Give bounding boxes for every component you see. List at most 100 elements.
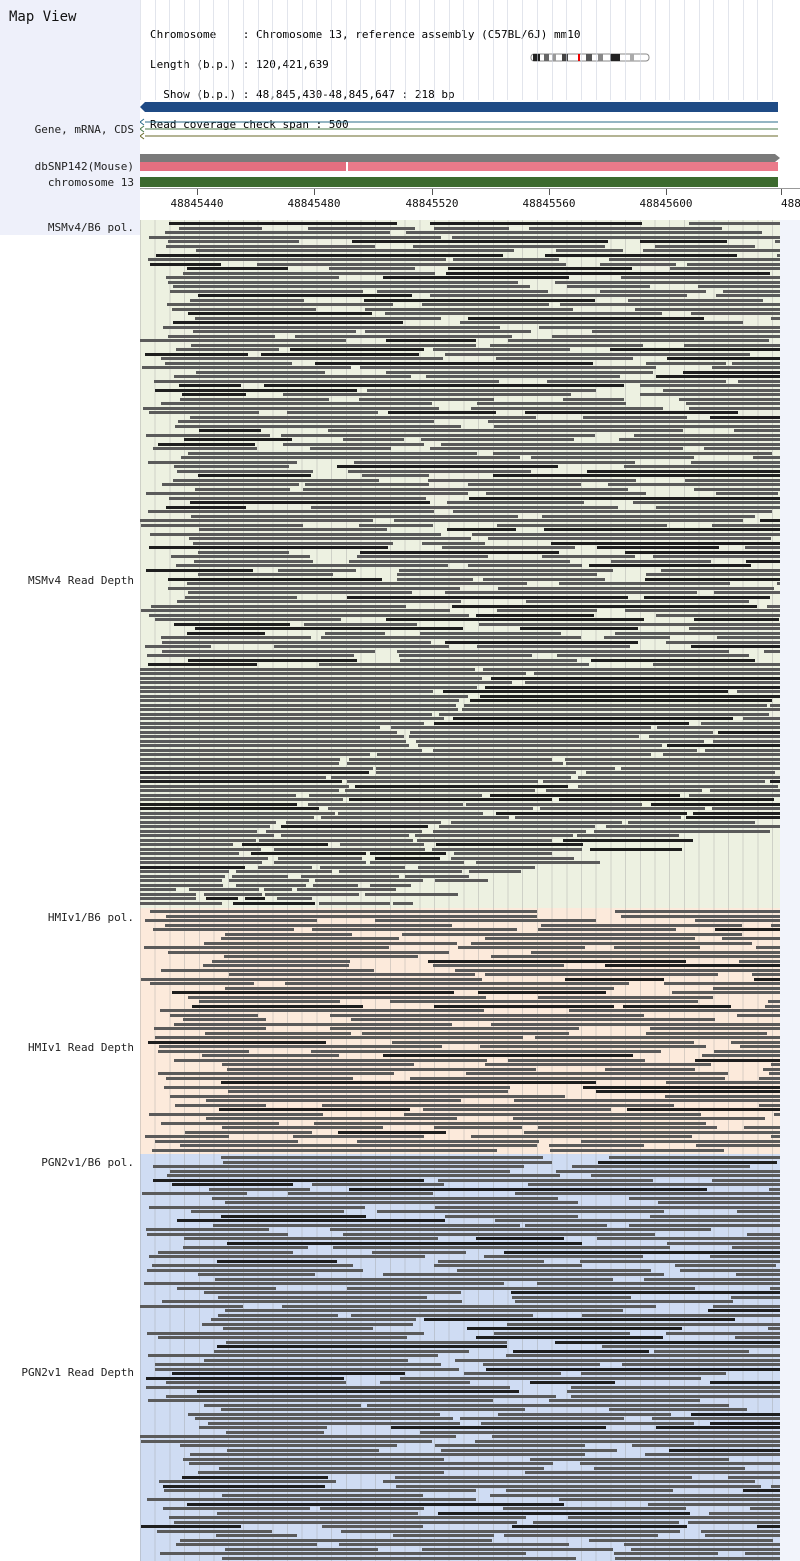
read-segment [528, 1183, 780, 1186]
read-segment [530, 1457, 729, 1461]
read-segment [441, 442, 780, 446]
read-segment [399, 654, 532, 657]
read-segment [140, 712, 432, 716]
read-segment [216, 1534, 297, 1537]
read-segment [542, 514, 755, 518]
read-segment [705, 748, 780, 752]
read-segment [183, 271, 435, 275]
read-segment [483, 667, 780, 671]
read-segment [770, 1286, 780, 1290]
read-segment [739, 959, 780, 963]
read-segment [490, 343, 643, 347]
read-segment [756, 946, 780, 949]
read-segment [330, 1013, 644, 1017]
grid-line [684, 0, 685, 100]
read-segment [376, 771, 576, 774]
read-segment [141, 1439, 432, 1443]
read-segment [140, 775, 326, 779]
read-segment [422, 541, 485, 545]
read-segment [198, 474, 311, 477]
read-segment [281, 433, 595, 437]
read-segment [451, 856, 574, 860]
read-segment [538, 995, 713, 999]
read-segment [479, 622, 780, 626]
read-segment [445, 640, 638, 644]
read-segment [172, 991, 454, 994]
read-segment [311, 505, 618, 509]
read-segment [180, 1444, 397, 1447]
read-segment [274, 847, 425, 851]
read-segment [197, 1390, 519, 1393]
read-segment [162, 649, 375, 653]
read-segment [194, 559, 313, 563]
hmiv1-right-margin [780, 908, 800, 1154]
read-segment [552, 334, 780, 338]
msmv4-read-panel[interactable] [140, 220, 780, 908]
read-segment [663, 753, 780, 756]
read-segment [145, 919, 317, 922]
read-segment [591, 1174, 780, 1177]
read-segment [328, 429, 683, 432]
read-segment [195, 1417, 453, 1420]
read-segment [737, 690, 780, 693]
read-segment [158, 1072, 394, 1075]
read-segment [655, 244, 755, 248]
hmiv1-read-panel[interactable] [140, 908, 780, 1154]
read-segment [357, 555, 488, 558]
read-segment [515, 816, 681, 819]
read-segment [228, 1090, 508, 1093]
read-segment [503, 1507, 686, 1510]
read-segment [184, 438, 292, 441]
read-segment [375, 856, 440, 860]
read-segment [264, 888, 292, 891]
read-segment [140, 816, 314, 819]
read-segment [666, 1331, 780, 1335]
read-segment [372, 1250, 466, 1254]
read-segment [696, 1144, 780, 1147]
read-segment [174, 1058, 487, 1062]
read-segment [763, 1067, 780, 1071]
read-segment [166, 244, 375, 248]
read-segment [514, 1099, 780, 1102]
read-segment [166, 505, 246, 509]
read-segment [648, 1502, 780, 1506]
read-segment [221, 1214, 366, 1218]
read-segment [436, 843, 583, 846]
grid-line [478, 0, 479, 100]
read-segment [156, 253, 503, 257]
read-segment [754, 977, 780, 981]
read-segment [609, 1156, 780, 1159]
read-segment [468, 564, 582, 567]
read-segment [343, 438, 404, 441]
read-segment [219, 1466, 544, 1470]
read-segment [198, 573, 333, 576]
read-segment [187, 1502, 564, 1506]
read-segment [494, 424, 780, 428]
tick-label: 4884564 [781, 197, 800, 210]
read-segment [172, 1372, 405, 1375]
read-segment [355, 784, 568, 788]
gene-track[interactable] [140, 100, 780, 140]
read-segment [217, 1259, 337, 1263]
read-segment [701, 721, 780, 725]
read-segment [513, 1349, 649, 1353]
snp-track[interactable] [140, 162, 780, 171]
read-segment [153, 928, 294, 931]
read-segment [760, 519, 780, 522]
read-segment [492, 1435, 780, 1438]
read-segment [691, 1412, 780, 1416]
read-segment [195, 627, 463, 630]
read-segment [731, 1040, 780, 1044]
read-segment [710, 1381, 780, 1384]
chromosome-ideogram[interactable] [530, 53, 650, 62]
read-segment [140, 829, 257, 833]
read-segment [155, 388, 357, 392]
read-segment [181, 456, 520, 459]
read-segment [466, 802, 642, 806]
read-segment [405, 874, 469, 878]
read-segment [640, 393, 780, 396]
pgn2v1-read-panel[interactable] [140, 1154, 780, 1561]
read-segment [392, 1040, 694, 1044]
read-segment [140, 757, 340, 761]
read-segment [605, 964, 780, 967]
